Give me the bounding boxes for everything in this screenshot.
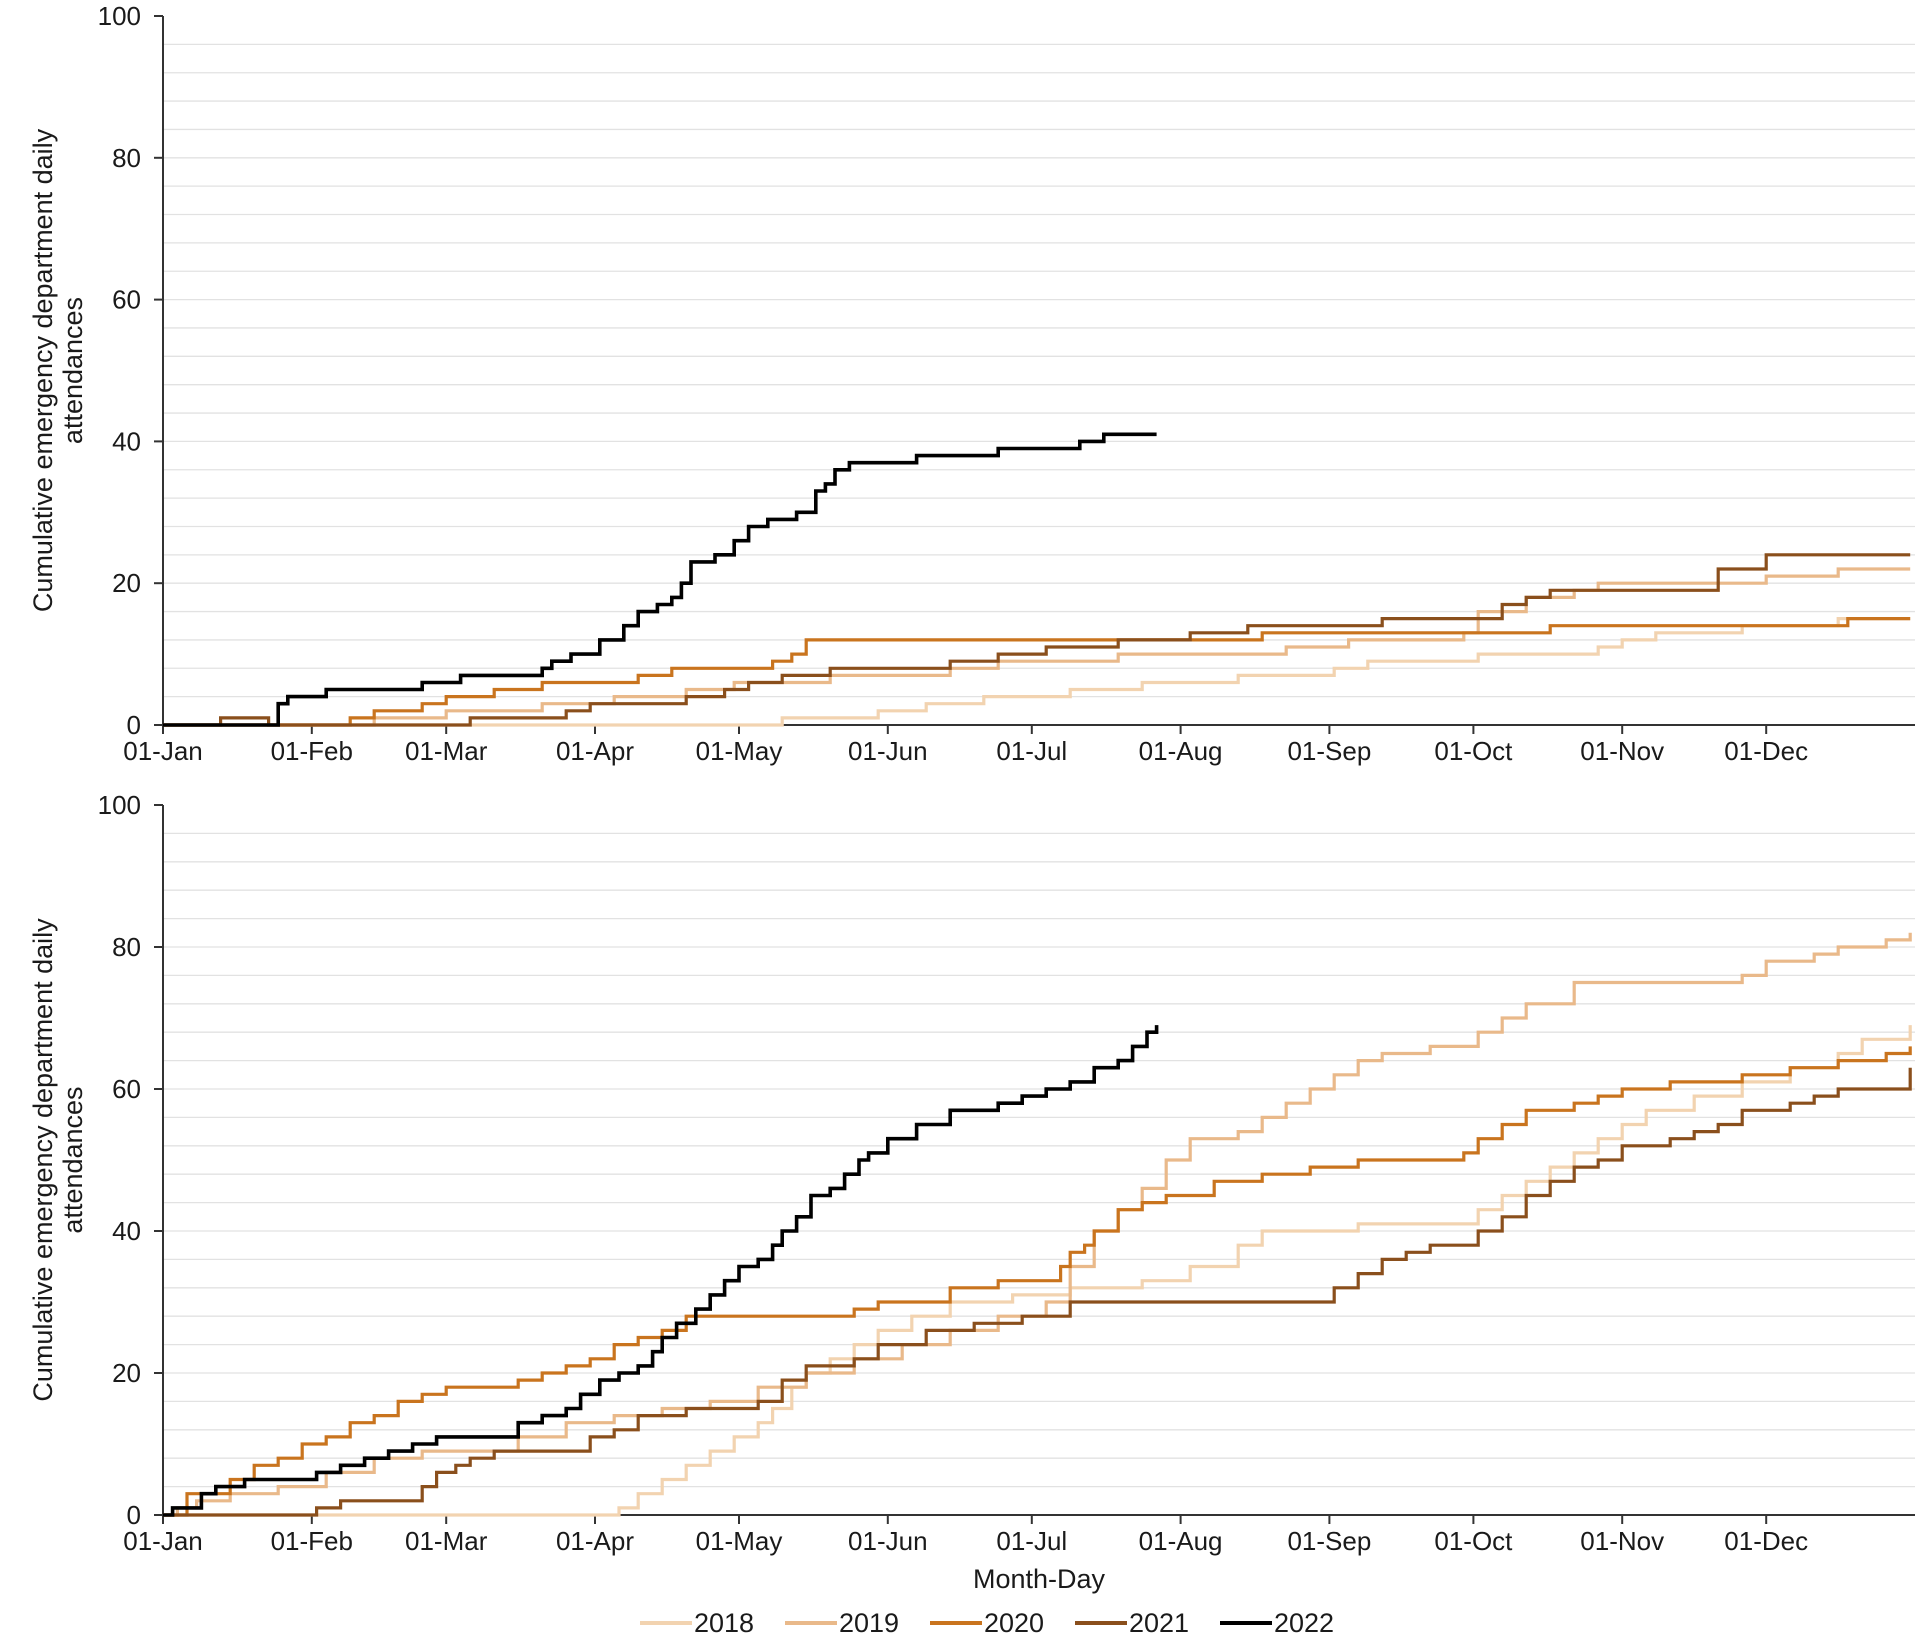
y-tick-label: 20 — [112, 568, 141, 598]
y-tick-label: 0 — [127, 710, 141, 740]
y-axis-title: Cumulative emergency department dailyatt… — [28, 918, 88, 1402]
y-tick-label: 0 — [127, 1500, 141, 1530]
x-tick-label: 01-Aug — [1139, 1526, 1223, 1556]
series-line-2021 — [163, 1067, 1912, 1517]
series-line-2020 — [163, 1046, 1912, 1517]
y-tick-label: 80 — [112, 143, 141, 173]
y-axis-title-line: Cumulative emergency department daily — [28, 918, 58, 1402]
x-tick-label: 01-Jul — [996, 736, 1067, 766]
x-tick-label: 01-May — [696, 736, 783, 766]
x-tick-label: 01-Sep — [1287, 1526, 1371, 1556]
x-tick-label: 01-Apr — [556, 1526, 634, 1556]
series-line-2019 — [163, 567, 1911, 727]
x-tick-label: 01-Jan — [123, 1526, 203, 1556]
x-tick-label: 01-Jun — [848, 1526, 928, 1556]
legend-label-2020: 2020 — [984, 1608, 1044, 1638]
x-tick-label: 01-Aug — [1139, 736, 1223, 766]
series-line-2021 — [163, 553, 1911, 727]
x-tick-label: 01-Mar — [405, 736, 488, 766]
legend-label-2018: 2018 — [694, 1608, 754, 1638]
x-tick-label: 01-Feb — [271, 1526, 353, 1556]
x-tick-label: 01-Mar — [405, 1526, 488, 1556]
y-axis-title-line: attendances — [58, 297, 88, 444]
series-line-2019 — [163, 932, 1912, 1517]
x-tick-label: 01-Dec — [1724, 1526, 1808, 1556]
y-axis-title-line: attendances — [58, 1086, 88, 1233]
x-tick-label: 01-Nov — [1580, 1526, 1664, 1556]
series-line-2022 — [163, 432, 1157, 727]
x-tick-label: 01-Jan — [123, 736, 203, 766]
x-tick-label: 01-Feb — [271, 736, 353, 766]
y-tick-label: 60 — [112, 1074, 141, 1104]
legend-label-2022: 2022 — [1274, 1608, 1334, 1638]
y-tick-label: 40 — [112, 426, 141, 456]
x-tick-label: 01-Jul — [996, 1526, 1067, 1556]
chart-legend: 2018 2019 2020 2021 2022 — [640, 1608, 1334, 1638]
series-line-2018 — [163, 617, 1911, 727]
x-tick-label: 01-Apr — [556, 736, 634, 766]
y-tick-label: 20 — [112, 1358, 141, 1388]
x-tick-label: 01-Jun — [848, 736, 928, 766]
y-tick-label: 100 — [98, 790, 141, 820]
x-tick-label: 01-Nov — [1580, 736, 1664, 766]
chart-panel-bottom: 0 20 40 60 80 100 01-Jan 01-Feb 01-Mar 01-Apr 01-M… — [28, 790, 1915, 1594]
y-axis-title: Cumulative emergency department dailyatt… — [28, 128, 88, 612]
x-tick-label: 01-Dec — [1724, 736, 1808, 766]
series-line-2018 — [163, 1025, 1912, 1517]
series-line-2020 — [163, 617, 1911, 727]
chart-panel-top: 0 20 40 60 80 100 01-Jan 01-Feb 01-Mar 01-Apr 01-M… — [28, 1, 1915, 766]
series-line-2022 — [163, 1025, 1159, 1517]
x-tick-label: 01-Sep — [1287, 736, 1371, 766]
y-tick-label: 80 — [112, 932, 141, 962]
y-tick-label: 100 — [98, 1, 141, 31]
x-tick-label: 01-Oct — [1434, 736, 1513, 766]
y-axis-title-line: Cumulative emergency department daily — [28, 128, 58, 612]
y-tick-label: 40 — [112, 1216, 141, 1246]
x-axis-title: Month-Day — [973, 1564, 1106, 1594]
x-tick-label: 01-Oct — [1434, 1526, 1513, 1556]
legend-label-2019: 2019 — [839, 1608, 899, 1638]
y-tick-label: 60 — [112, 285, 141, 315]
x-tick-label: 01-May — [696, 1526, 783, 1556]
legend-label-2021: 2021 — [1129, 1608, 1189, 1638]
